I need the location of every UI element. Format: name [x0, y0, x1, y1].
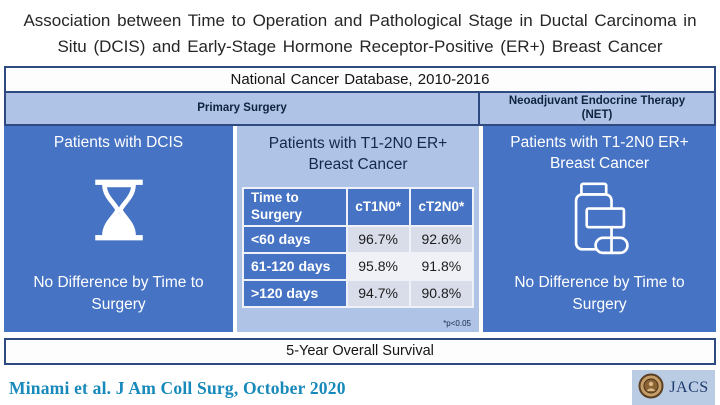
cell-lt60-ct1n0: 96.7%: [345, 224, 411, 254]
column-headers: Primary Surgery Neoadjuvant Endocrine Th…: [4, 92, 716, 126]
column-header-net: Neoadjuvant Endocrine Therapy (NET): [480, 92, 714, 124]
row-label-lt60: <60 days: [242, 224, 348, 254]
panel-er-surgery: Patients with T1-2N0 ER+ Breast Cancer T…: [237, 125, 479, 332]
journal-logo-text: JACS: [669, 379, 709, 397]
cell-lt60-ct2n0: 92.6%: [408, 224, 475, 254]
table-header-row: Time to Surgery cT1N0* cT2N0*: [242, 186, 475, 227]
source-banner-label: National Cancer Database, 2010-2016: [230, 70, 490, 88]
row-label-gt120: >120 days: [242, 278, 348, 308]
col-header-time-to-surgery: Time to Surgery: [242, 186, 348, 227]
net-label-line1: Neoadjuvant Endocrine Therapy: [508, 94, 686, 107]
journal-logo: JACS: [632, 370, 715, 405]
panels-row: Patients with DCIS No Difference by Time…: [4, 125, 716, 332]
column-header-primary-surgery: Primary Surgery: [6, 92, 480, 124]
er-net-panel-title: Patients with T1-2N0 ER+ Breast Cancer: [510, 133, 689, 172]
page-title-line1: Association between Time to Operation an…: [23, 11, 697, 30]
table-row: 61-120 days 95.8% 91.8%: [242, 251, 475, 281]
outcome-banner: 5-Year Overall Survival: [4, 337, 716, 365]
dcis-result-text: No Difference by Time to Surgery: [33, 274, 204, 313]
col-header-ct1n0: cT1N0*: [345, 186, 411, 227]
dcis-icon-wrap: [4, 154, 233, 273]
primary-surgery-label: Primary Surgery: [197, 102, 287, 115]
source-banner: National Cancer Database, 2010-2016: [4, 65, 716, 93]
net-label-line2: (NET): [581, 109, 613, 122]
table-row: <60 days 96.7% 92.6%: [242, 224, 475, 254]
cell-61-120-ct1n0: 95.8%: [345, 251, 411, 281]
net-icon-wrap: [483, 175, 716, 273]
citation-text: Minami et al. J Am Coll Surg, October 20…: [9, 377, 346, 398]
footer: Minami et al. J Am Coll Surg, October 20…: [4, 370, 716, 405]
hourglass-icon: [86, 166, 152, 259]
panel-er-net: Patients with T1-2N0 ER+ Breast Cancer N…: [483, 125, 716, 332]
page-title: Association between Time to Operation an…: [0, 0, 720, 61]
cell-gt120-ct1n0: 94.7%: [345, 278, 411, 308]
cell-61-120-ct2n0: 91.8%: [408, 251, 475, 281]
row-label-61-120: 61-120 days: [242, 251, 348, 281]
dcis-panel-title: Patients with DCIS: [53, 133, 184, 151]
survival-table: Time to Surgery cT1N0* cT2N0* <60 days 9…: [242, 186, 475, 308]
net-result-text: No Difference by Time to Surgery: [514, 274, 685, 313]
panel-dcis: Patients with DCIS No Difference by Time…: [4, 125, 233, 332]
page-title-line2: Situ (DCIS) and Early-Stage Hormone Rece…: [57, 37, 663, 57]
er-surgery-panel-title: Patients with T1-2N0 ER+ Breast Cancer: [268, 134, 448, 173]
outcome-banner-label: 5-Year Overall Survival: [286, 343, 434, 360]
table-footnote: *p<0.05: [443, 318, 471, 328]
jacs-seal-icon: [638, 373, 664, 404]
pill-bottle-icon: [569, 181, 631, 266]
cell-gt120-ct2n0: 90.8%: [408, 278, 475, 308]
col-header-ct2n0: cT2N0*: [408, 186, 475, 227]
table-row: >120 days 94.7% 90.8%: [242, 278, 475, 308]
